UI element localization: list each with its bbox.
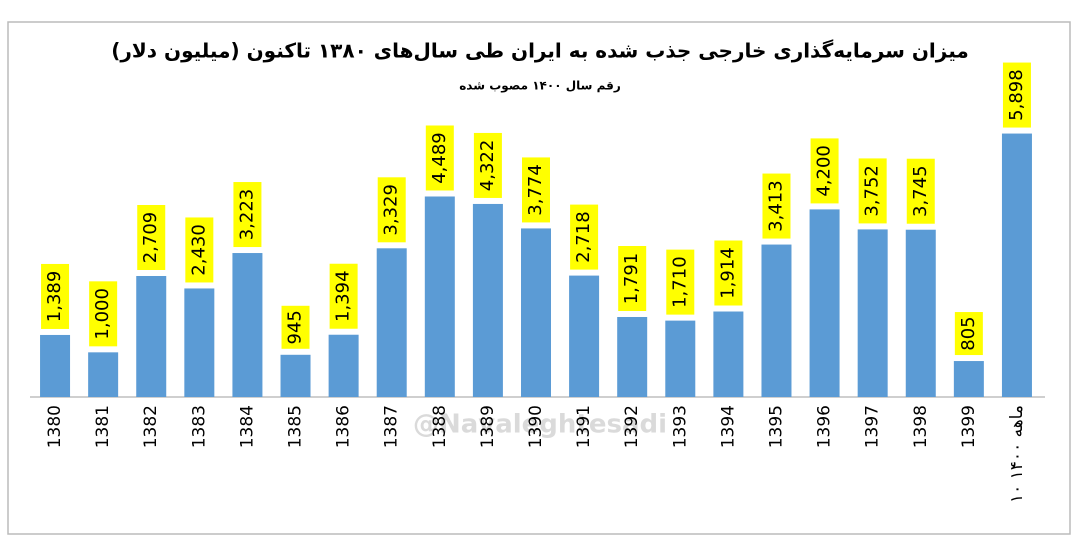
value-label-box — [810, 138, 839, 204]
value-label-box — [714, 240, 743, 306]
x-tick-label: 1387 — [382, 405, 402, 448]
bar — [617, 317, 648, 397]
value-label-box — [137, 204, 166, 270]
value-label-box — [41, 263, 70, 329]
x-tick-label: 1397 — [863, 405, 883, 448]
value-label: 4,489 — [429, 132, 450, 184]
x-tick-label: 1399 — [959, 405, 979, 448]
x-tick-label: ۱۰ ماهه ۱۴۰۰ — [1007, 405, 1027, 503]
value-label-box — [762, 173, 791, 239]
bar — [184, 288, 215, 397]
value-label-box — [185, 217, 214, 283]
bar — [665, 320, 696, 397]
value-label: 3,223 — [236, 189, 257, 241]
bar — [953, 361, 984, 397]
bar — [857, 229, 888, 397]
value-label-box — [89, 281, 118, 347]
x-tick-label: 1388 — [430, 405, 450, 448]
value-label-box — [570, 204, 599, 270]
value-label-box — [954, 312, 983, 356]
value-label-box — [522, 157, 550, 223]
bar — [905, 229, 936, 397]
value-label: 1,000 — [92, 288, 113, 340]
bar — [1001, 133, 1032, 397]
value-label-box — [858, 158, 887, 224]
x-tick-label: 1394 — [718, 405, 738, 448]
x-tick-label: 1384 — [237, 405, 257, 448]
bar — [136, 275, 167, 397]
x-tick-label: 1395 — [766, 405, 786, 448]
value-label: 1,914 — [717, 247, 738, 299]
bar — [424, 196, 455, 397]
value-label: 3,774 — [525, 164, 546, 216]
x-tick-label: 1389 — [478, 405, 498, 448]
value-label: 3,745 — [910, 165, 931, 217]
bar — [569, 275, 600, 397]
value-label: 2,709 — [140, 212, 161, 264]
value-label-box — [329, 263, 358, 329]
bar — [809, 209, 840, 397]
x-tick-label: 1380 — [45, 405, 65, 448]
x-tick-label: 1381 — [93, 405, 113, 448]
bar — [472, 203, 503, 397]
value-label: 2,430 — [188, 224, 209, 276]
bar — [280, 354, 311, 397]
bar — [376, 248, 407, 397]
x-tick-label: 1398 — [911, 405, 931, 448]
x-tick-label: 1391 — [574, 405, 594, 448]
value-label: 1,394 — [333, 270, 354, 322]
value-label-box — [377, 177, 406, 243]
bar — [232, 253, 263, 397]
value-label-box — [1002, 62, 1031, 128]
x-tick-label: 1396 — [815, 405, 835, 448]
bar — [328, 334, 359, 397]
value-label: 945 — [285, 310, 306, 344]
watermark: @Navaleghtesadi — [413, 410, 667, 440]
value-label: 5,898 — [1006, 69, 1027, 121]
x-tick-label: 1383 — [189, 405, 209, 448]
value-label-box — [233, 182, 262, 248]
x-tick-label: 1386 — [334, 405, 354, 448]
value-label: 1,791 — [621, 253, 642, 305]
bar — [88, 352, 119, 397]
value-label: 805 — [958, 316, 979, 350]
bar — [40, 334, 71, 397]
value-label-box — [618, 246, 647, 312]
value-label-box — [473, 132, 502, 198]
x-tick-label: 1392 — [622, 405, 642, 448]
x-tick-label: 1393 — [670, 405, 690, 448]
value-label-box — [906, 158, 935, 224]
value-label: 4,200 — [814, 145, 835, 197]
value-label-box — [666, 249, 695, 315]
bar — [761, 244, 792, 397]
chart-subtitle: رقم سال ۱۴۰۰ مصوب شده — [459, 79, 621, 94]
value-label-box — [425, 125, 454, 191]
value-label: 2,718 — [573, 211, 594, 263]
value-label: 1,710 — [669, 256, 690, 308]
x-tick-label: 1390 — [526, 405, 546, 448]
value-label: 3,413 — [765, 180, 786, 232]
bar — [713, 311, 744, 397]
chart-title: میزان سرمایه‌گذاری خارجی جذب شده به ایرا… — [111, 39, 969, 63]
value-label: 1,389 — [44, 271, 65, 323]
value-label: 4,322 — [477, 140, 498, 192]
x-tick-label: 1382 — [141, 405, 161, 448]
value-label: 3,329 — [381, 184, 402, 236]
value-label: 3,752 — [862, 165, 883, 217]
value-label-box — [281, 305, 310, 349]
bar — [521, 228, 551, 397]
x-tick-label: 1385 — [286, 405, 306, 448]
